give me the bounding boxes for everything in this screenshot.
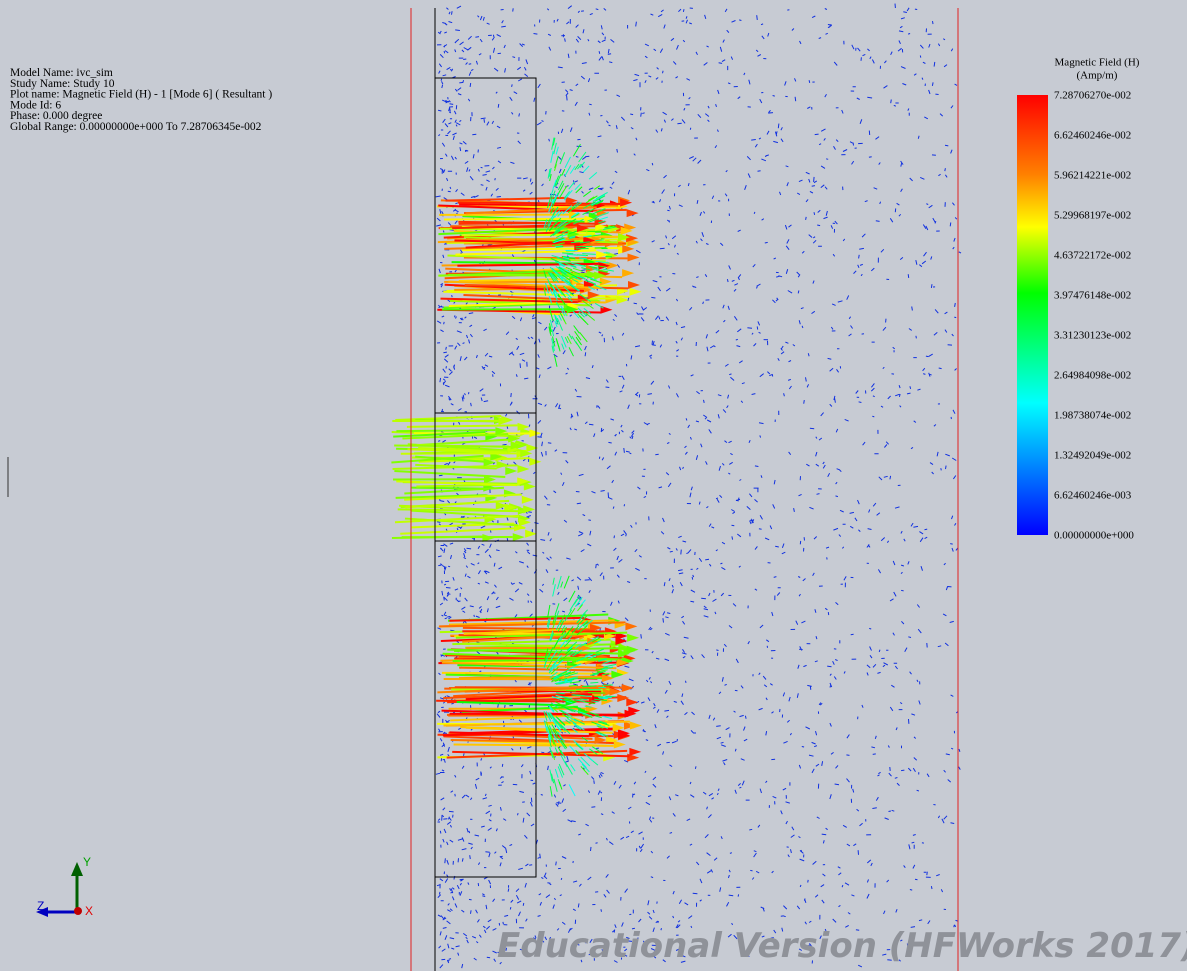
viewport: Model Name: ivc_simStudy Name: Study 10P… — [0, 0, 1187, 971]
legend-label: 0.00000000e+000 — [1054, 530, 1134, 542]
field-arrow — [444, 219, 584, 220]
legend-label: 7.28706270e-002 — [1054, 90, 1131, 102]
legend-label: 2.64984098e-002 — [1054, 370, 1131, 382]
field-arrow — [605, 696, 615, 697]
legend-label: 4.63722172e-002 — [1054, 250, 1131, 262]
field-arrow — [599, 698, 607, 699]
color-bar — [1017, 95, 1048, 535]
legend-unit: (Amp/m) — [1077, 70, 1118, 82]
legend-label: 3.31230123e-002 — [1054, 330, 1131, 342]
field-arrow — [411, 488, 483, 489]
field-arrow — [454, 745, 614, 746]
field-arrow — [569, 685, 578, 686]
field-arrow — [442, 673, 617, 674]
page: Model Name: ivc_simStudy Name: Study 10P… — [0, 0, 1187, 971]
background — [0, 0, 1187, 971]
legend-title: Magnetic Field (H) — [1055, 57, 1140, 69]
legend-label: 6.62460246e-002 — [1054, 130, 1131, 142]
triad-y-label: Y — [83, 855, 91, 869]
triad-x — [74, 907, 82, 915]
legend-label: 5.96214221e-002 — [1054, 170, 1131, 182]
legend-label: 6.62460246e-003 — [1054, 490, 1132, 502]
field-arrow — [590, 682, 598, 683]
legend-label: 5.29968197e-002 — [1054, 210, 1131, 222]
info-line: Global Range: 0.00000000e+000 To 7.28706… — [10, 121, 262, 133]
field-arrow — [394, 446, 510, 447]
legend-label: 3.97476148e-002 — [1054, 290, 1131, 302]
watermark: Educational Version (HFWorks 2017) — [497, 926, 1187, 966]
legend-label: 1.32492049e-002 — [1054, 450, 1131, 462]
field-arrow — [582, 254, 596, 255]
triad-x-label: X — [85, 904, 93, 918]
triad-z-label: Z — [37, 899, 44, 913]
legend-label: 1.98738074e-002 — [1054, 410, 1131, 422]
